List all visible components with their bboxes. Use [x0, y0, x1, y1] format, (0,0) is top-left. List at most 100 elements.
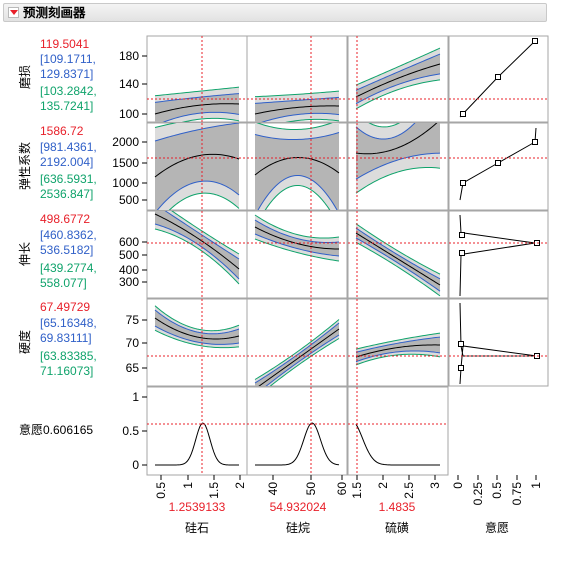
x-tick-label: 1.5 — [350, 482, 364, 499]
prediction-bound-upper — [154, 305, 240, 332]
confidence-band — [356, 54, 440, 104]
profile-curve — [154, 123, 240, 210]
modulus-ci-low: [981.4361, — [40, 140, 97, 154]
confidence-bound-lower — [154, 223, 240, 280]
y-tick-label: 500 — [119, 248, 139, 262]
desirability-curve — [155, 422, 240, 466]
desirability-handle — [495, 160, 501, 166]
confidence-bound-upper — [164, 211, 240, 260]
prediction-bound-upper — [171, 211, 240, 255]
confidence-band — [255, 132, 339, 210]
desirability-trace — [355, 424, 440, 466]
factor-sulfur-value: 1.4835 — [379, 500, 416, 514]
profile-curve — [254, 90, 340, 122]
profile-curve — [154, 211, 240, 285]
desirability-function — [459, 127, 538, 201]
y-tick-label: 300 — [119, 275, 139, 289]
prediction-bound-lower — [269, 338, 340, 386]
prediction-bound-lower — [355, 166, 441, 194]
prediction-bound-lower — [154, 329, 240, 349]
confidence-bound-lower — [254, 233, 340, 257]
x-tick-label: 0 — [451, 482, 465, 489]
y-tick-label: 600 — [119, 235, 139, 249]
profile-cell — [347, 386, 449, 476]
prediction-trace — [154, 153, 240, 178]
desirability-handle — [458, 341, 464, 347]
confidence-bound-lower — [154, 325, 240, 345]
prediction-bound-lower — [285, 118, 340, 122]
desirability-value: 0.606165 — [43, 423, 93, 437]
desirability-handle — [459, 250, 465, 256]
confidence-bound-upper — [355, 336, 441, 353]
desirability-handle — [532, 139, 538, 145]
factor-silica-value: 1.2539133 — [169, 500, 226, 514]
wear-ci-high: 129.8371] — [40, 67, 93, 81]
profile-cell — [246, 386, 348, 476]
readout-hardness: 67.49729 [65.16348, 69.83111] [63.83385,… — [17, 300, 97, 378]
y-tick-label: 0 — [132, 458, 139, 472]
confidence-bound-upper — [154, 309, 240, 335]
x-tick-label: 1 — [529, 482, 543, 489]
profile-curve — [254, 214, 340, 262]
readout-wear: 119.5041 [109.1711, 129.8371] [103.2842,… — [18, 37, 97, 113]
prediction-trace — [258, 328, 340, 386]
prediction-bound-lower — [355, 79, 441, 110]
profile-cell — [448, 210, 549, 299]
profile-curve — [355, 223, 441, 297]
hardness-value: 67.49729 — [40, 300, 90, 314]
prediction-bound-lower — [264, 184, 331, 210]
factor-desirability-name: 意愿 — [485, 520, 509, 535]
profiler-header: 预测刻画器 — [3, 3, 547, 22]
y-tick-label: 70 — [126, 336, 140, 350]
hardness-pi-high: 71.16073] — [40, 364, 93, 378]
confidence-band — [155, 123, 239, 210]
confidence-bound-upper — [254, 219, 340, 244]
wear-pi-high: 135.7241] — [40, 99, 93, 113]
hardness-label: 硬度 — [17, 330, 32, 354]
confidence-band — [255, 323, 339, 386]
profile-curve — [355, 332, 441, 366]
confidence-band — [155, 93, 239, 122]
factor-labels: 1.2539133 硅石 54.932024 硅烷 1.4835 硫磺 意愿 — [169, 500, 509, 535]
prediction-bound-upper — [368, 123, 401, 128]
confidence-bound-lower — [355, 152, 441, 180]
prediction-bound-upper — [355, 332, 441, 350]
confidence-band — [356, 228, 440, 292]
x-tick-label: 40 — [266, 482, 280, 496]
prediction-bound-lower — [154, 228, 240, 285]
x-tick-label: 2.5 — [402, 482, 416, 499]
prediction-bound-upper — [154, 123, 177, 128]
x-tick-label: 1 — [181, 482, 195, 489]
prediction-trace — [355, 344, 441, 358]
disclosure-triangle-button[interactable] — [8, 7, 19, 18]
prediction-bound-lower — [168, 192, 240, 210]
confidence-band — [255, 97, 339, 122]
modulus-ci-high: 2192.004] — [40, 155, 93, 169]
confidence-band — [356, 337, 440, 362]
confidence-band — [255, 220, 339, 256]
modulus-pi-high: 2536.847] — [40, 187, 93, 201]
x-tick-label: 0.5 — [154, 482, 168, 499]
prediction-trace — [355, 123, 438, 155]
desirability-handle — [532, 38, 538, 44]
elongation-label: 伸长 — [18, 242, 32, 266]
confidence-bound-lower — [156, 180, 240, 210]
prediction-bound-upper — [254, 90, 340, 98]
profile-curve — [154, 305, 240, 349]
hardness-ci-low: [65.16348, — [40, 316, 97, 330]
confidence-bound-upper — [154, 93, 240, 103]
confidence-bound-upper — [254, 132, 340, 141]
desirability-curve — [355, 424, 440, 466]
y-tick-label: 1 — [132, 390, 139, 404]
prediction-bound-lower — [254, 238, 340, 262]
prediction-bound-lower — [355, 241, 441, 297]
confidence-band — [155, 211, 239, 279]
prediction-bound-upper — [254, 214, 340, 239]
hardness-ci-high: 69.83111] — [40, 331, 92, 345]
x-tick-label: 0.25 — [471, 482, 485, 506]
x-tick-label: 2 — [233, 482, 247, 489]
profile-cells — [146, 35, 549, 476]
desirability-handle — [460, 111, 466, 117]
factor-silane-name: 硅烷 — [286, 521, 310, 535]
hardness-pi-low: [63.83385, — [40, 349, 97, 363]
